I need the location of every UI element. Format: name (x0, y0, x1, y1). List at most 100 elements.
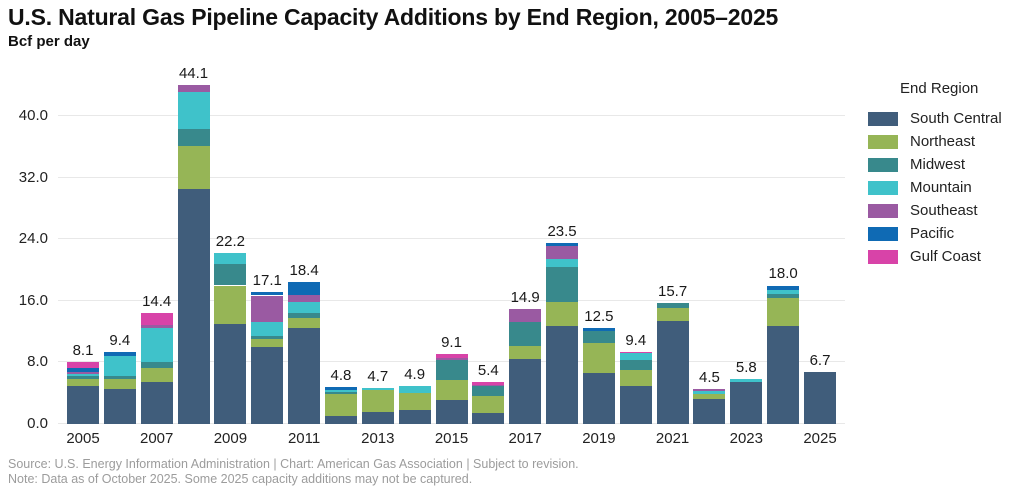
bar-segment-2005-gulf-coast (67, 361, 99, 368)
bar-segment-2024-midwest (767, 293, 800, 298)
x-tick-label: 2009 (213, 430, 248, 447)
bar-segment-2005-midwest (67, 376, 99, 380)
y-tick-label: 32.0 (18, 168, 48, 186)
x-tick-label: 2019 (582, 430, 616, 447)
legend-label: Southeast (910, 202, 978, 219)
bar-segment-2013-south-central (361, 412, 394, 424)
bar-total-label: 18.0 (768, 265, 798, 283)
bar-segment-2017-southeast (509, 309, 542, 323)
bar-segment-2016-gulf-coast (472, 382, 505, 385)
bar-segment-2005-southeast (67, 372, 99, 374)
legend-label: Midwest (910, 156, 966, 173)
bar-segment-2014-northeast (398, 393, 431, 411)
gridline (58, 176, 845, 178)
bar-segment-2020-northeast (619, 370, 652, 387)
bar-total-label: 4.8 (330, 367, 352, 385)
bar-2017 (509, 309, 542, 424)
bar-2013 (361, 387, 394, 424)
bar-segment-2014-south-central (398, 410, 431, 424)
bar-segment-2013-northeast (361, 390, 394, 413)
bar-segment-2006-pacific (103, 351, 136, 357)
bar-segment-2022-south-central (693, 398, 726, 424)
bar-total-label: 14.9 (510, 289, 540, 307)
bar-segment-2008-southeast (177, 84, 210, 93)
bar-segment-2019-midwest (582, 330, 615, 344)
bar-2018 (546, 243, 579, 424)
bar-2019 (582, 327, 615, 424)
bar-segment-2011-midwest (288, 313, 321, 318)
bar-2021 (656, 303, 689, 424)
bar-segment-2024-pacific (767, 285, 800, 291)
bar-segment-2011-southeast (288, 294, 321, 302)
bar-total-label: 17.1 (252, 272, 282, 290)
bar-total-label: 6.7 (809, 352, 831, 370)
bar-segment-2012-midwest (324, 392, 357, 394)
bar-segment-2008-midwest (177, 129, 210, 147)
bar-segment-2010-pacific (251, 292, 284, 296)
bar-segment-2007-midwest (140, 362, 173, 368)
x-tick-label: 2013 (361, 430, 395, 447)
bar-total-label: 9.1 (441, 333, 462, 351)
bar-segment-2006-northeast (103, 379, 136, 389)
bar-segment-2016-midwest (472, 386, 505, 397)
bar-segment-2024-south-central (767, 326, 800, 424)
gridline (58, 238, 845, 240)
bar-2006 (103, 351, 136, 424)
legend-swatch-icon (868, 249, 898, 264)
bar-segment-2015-northeast (435, 380, 468, 401)
legend-swatch-icon (868, 157, 898, 172)
bar-2012 (324, 387, 357, 424)
bar-segment-2008-northeast (177, 146, 210, 189)
bar-segment-2021-midwest (656, 303, 689, 308)
bar-segment-2015-midwest (435, 360, 468, 381)
bar-total-label: 4.7 (367, 367, 389, 385)
bar-segment-2012-mountain (324, 390, 357, 393)
bar-segment-2012-south-central (324, 415, 357, 424)
bar-2023 (730, 379, 763, 424)
bar-total-label: 4.5 (699, 369, 720, 387)
bar-total-label: 23.5 (547, 223, 577, 241)
bar-segment-2023-mountain (730, 379, 763, 382)
legend-item-mountain: Mountain (868, 176, 1018, 199)
bar-2024 (767, 285, 800, 424)
bar-segment-2024-mountain (767, 290, 800, 294)
bar-segment-2019-pacific (582, 327, 615, 331)
x-tick-label: 2007 (140, 430, 174, 447)
bar-segment-2007-south-central (140, 382, 173, 424)
bar-2009 (214, 253, 247, 424)
bar-segment-2015-southeast (435, 357, 468, 361)
x-tick-label: 2015 (434, 430, 469, 447)
bar-segment-2019-northeast (582, 343, 615, 374)
bar-segment-2010-midwest (251, 335, 284, 339)
data-note: Note: Data as of October 2025. Some 2025… (8, 472, 473, 486)
bar-2022 (693, 389, 726, 424)
bar-segment-2017-midwest (509, 322, 542, 347)
bar-segment-2010-southeast (251, 295, 284, 323)
bar-segment-2011-northeast (288, 317, 321, 328)
legend-label: Northeast (910, 133, 976, 150)
legend-swatch-icon (868, 203, 898, 218)
bar-total-label: 8.1 (72, 341, 94, 359)
bar-segment-2009-northeast (214, 285, 247, 324)
y-tick-label: 8.0 (27, 353, 48, 371)
bar-total-label: 44.1 (178, 64, 209, 82)
bar-2014 (398, 386, 431, 424)
bar-segment-2012-northeast (324, 394, 357, 416)
bar-segment-2025-south-central (804, 372, 836, 424)
bar-segment-2006-midwest (103, 375, 136, 380)
bar-segment-2005-south-central (67, 385, 99, 424)
legend: End Region South Central Northeast Midwest… (868, 80, 1018, 268)
bar-segment-2005-pacific (67, 367, 99, 373)
bar-segment-2010-south-central (251, 347, 284, 424)
bar-segment-2011-south-central (288, 327, 321, 424)
x-tick-label: 2005 (66, 430, 100, 447)
bar-total-label: 12.5 (584, 307, 614, 325)
bar-segment-2018-midwest (546, 267, 579, 302)
gridline (58, 115, 845, 117)
x-tick-label: 2017 (508, 430, 542, 447)
bar-2008 (177, 84, 210, 424)
legend-title: End Region (900, 80, 979, 97)
bar-total-label: 18.4 (289, 262, 319, 280)
chart-subtitle: Bcf per day (8, 33, 90, 50)
legend-label: Mountain (910, 179, 972, 196)
